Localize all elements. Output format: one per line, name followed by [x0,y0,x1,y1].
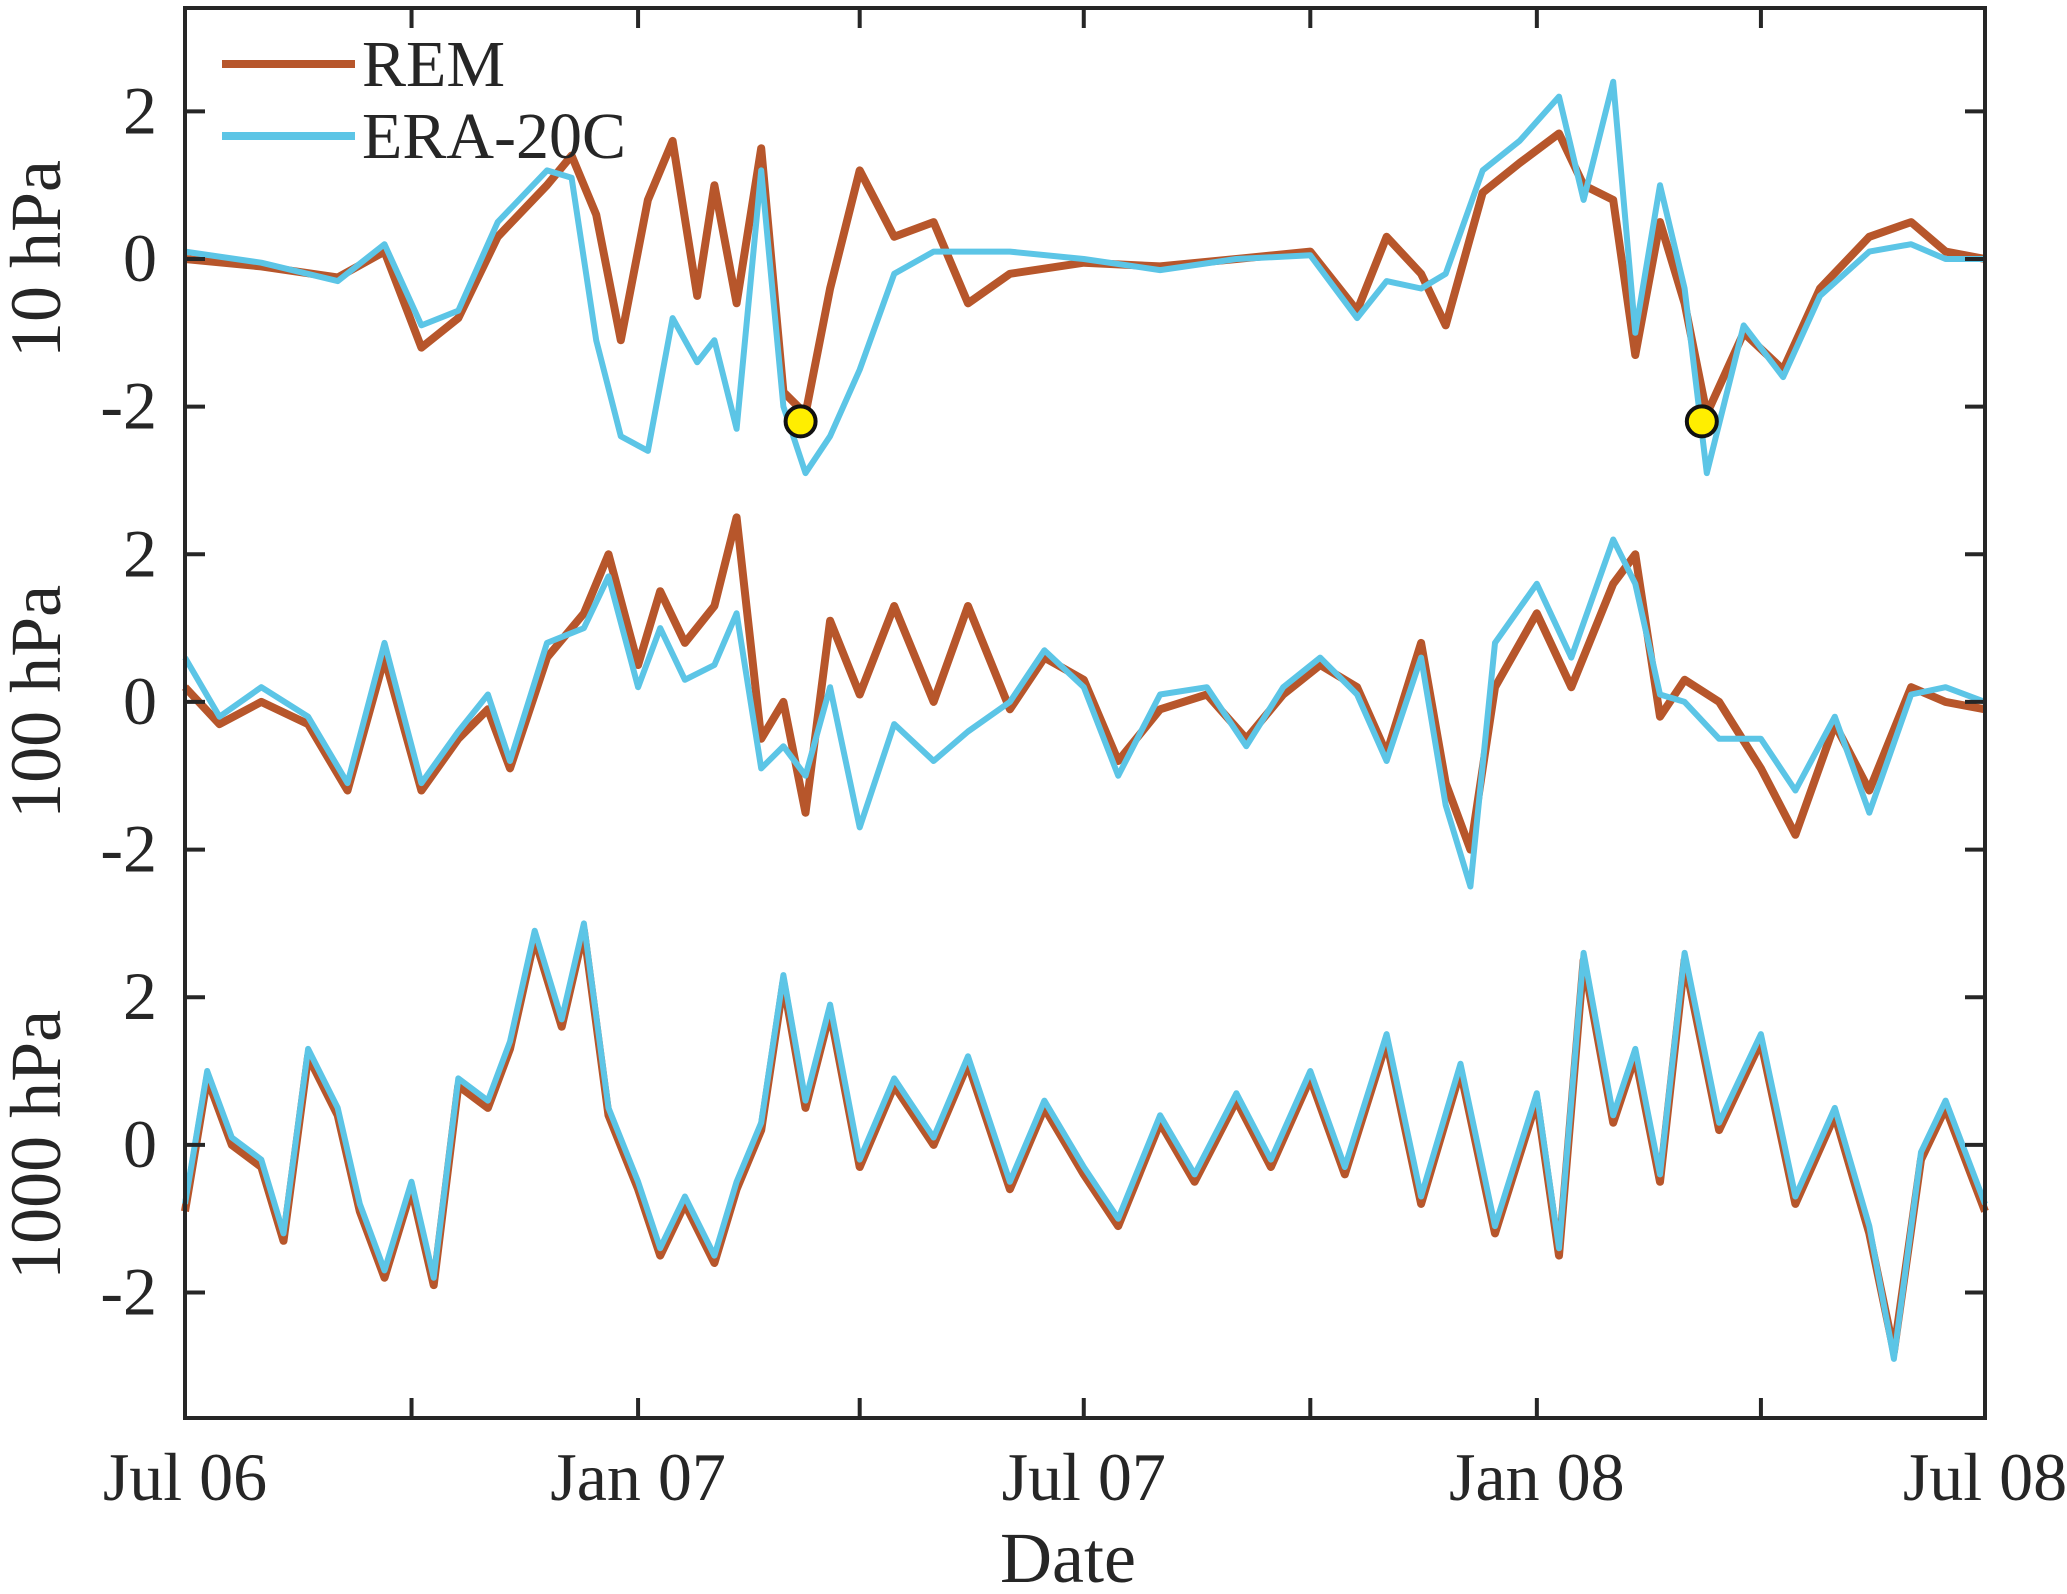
series-line-10-hpa-rem [184,129,1986,418]
y-tick-label-10-hpa: 0 [123,220,157,296]
series-line-1000-hpa-era-20c [182,920,1988,1362]
x-tick-label: Jan 07 [550,1439,726,1515]
x-tick-label: Jul 07 [1002,1439,1166,1515]
plot-lines [181,78,1989,1362]
legend-label-rem: REM [362,28,505,101]
y-tick-label-100-hpa: 0 [123,663,157,739]
x-tick-label: Jul 08 [1903,1439,2067,1515]
y-tick-label-10-hpa: 2 [123,72,157,148]
x-tick-label: Jul 06 [103,1439,267,1515]
series-line-100-hpa-era-20c [182,536,1987,890]
y-axis-label-10-hpa: 10 hPa [0,160,76,358]
event-marker-2 [1684,404,1719,439]
axes: 2 0 -2 2 0 -2 2 0 -2 Jul 06 Jan 07 Jul 07 Jan 08 Jul … [0,6,2067,1515]
y-axis-label-100-hpa: 100 hPa [0,585,76,819]
y-tick-label-10-hpa: -2 [100,368,157,444]
series-line-1000-hpa-rem [181,926,1989,1356]
event-marker-1 [783,404,818,439]
y-tick-label-1000-hpa: 2 [123,958,157,1034]
x-tick-label: Jan 08 [1449,1439,1625,1515]
y-tick-label-100-hpa: -2 [100,811,157,887]
x-axis-label: Date [1000,1518,1136,1594]
y-tick-label-1000-hpa: 0 [123,1106,157,1182]
plot-frame [183,6,1987,1420]
series-line-10-hpa-era-20c [184,78,1985,477]
y-tick-label-1000-hpa: -2 [100,1254,157,1330]
y-axis-label-1000-hpa: 1000 hPa [0,1010,76,1280]
series-line-100-hpa-rem [182,513,1986,854]
legend-label-era-20c: ERA-20C [362,100,626,173]
y-tick-label-100-hpa: 2 [123,515,157,591]
